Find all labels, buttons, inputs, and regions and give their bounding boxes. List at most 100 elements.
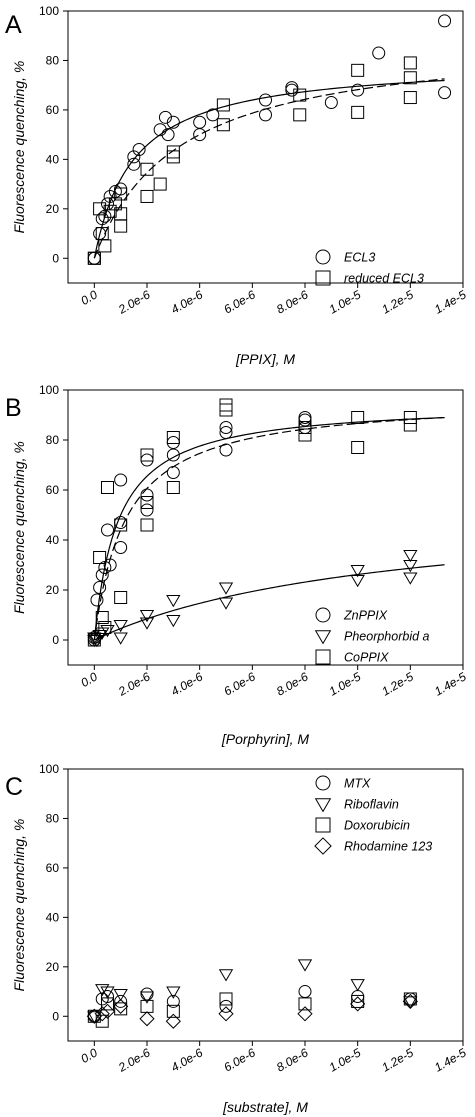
data-point-reduced-ecl3 [98,239,112,253]
legend-label-rhodamine-123: Rhodamine 123 [344,840,432,854]
y-tick-label: 40 [46,533,60,547]
x-tick-label: 6.0e-6 [221,669,258,698]
data-point-rhodamine-123 [165,1013,181,1029]
fit-curve-reduced-ecl3 [93,78,445,259]
y-tick-label: 100 [39,762,59,776]
data-point-pheorphorbid-a [350,565,365,578]
data-point-riboflavin [87,1011,102,1024]
x-tick-label: 2.0e-6 [115,1045,153,1075]
y-tick-label: 80 [46,811,60,825]
data-point-ecl3 [438,14,452,28]
panel-letter: B [5,394,22,422]
y-tick-label: 40 [46,152,60,166]
data-point-znppix [103,558,117,572]
data-point-rhodamine-123 [113,998,129,1014]
data-point-pheorphorbid-a [218,597,234,610]
x-tick-label: 0.0 [78,1045,100,1066]
data-point-ecl3 [206,108,220,122]
chart-panel-c: C 0 20 40 60 80 100 0.0 2.0e-6 4.0e-6 6.0e-6 8.0e-6… [5,762,469,1115]
data-point-riboflavin [350,979,365,992]
legend-label-reduced-ecl3: reduced ECL3 [344,272,424,286]
x-tick-label: 1.2e-5 [379,669,416,698]
y-tick-label: 80 [46,433,60,447]
x-tick-label: 8.0e-6 [274,287,311,316]
data-point-znppix [114,516,128,529]
data-point-reduced-ecl3 [114,187,128,201]
data-point-riboflavin [100,986,115,999]
data-point-doxorubicin [219,992,233,1006]
legend-label-mtx: MTX [344,777,371,791]
data-point-reduced-ecl3 [108,197,122,211]
data-point-pheorphorbid-a [92,630,107,643]
data-point-znppix [298,411,312,424]
data-point-znppix [219,421,233,434]
data-point-coppix [95,611,109,624]
data-point-doxorubicin [351,994,365,1008]
data-point-doxorubicin [101,997,114,1011]
x-tick-label: 1.4e-5 [432,1045,469,1074]
data-point-reduced-ecl3 [216,118,230,132]
data-point-reduced-ecl3 [114,207,128,221]
data-point-ecl3 [103,189,117,203]
chart-panel-b: B 0 20 40 60 80 100 0.0 2.0e-6 4.0e-6 6.0e-6 8.0e-6… [5,383,469,747]
data-point-mtx [298,985,312,999]
data-point-coppix [219,398,233,412]
data-point-riboflavin [297,959,313,972]
y-tick-label: 100 [39,383,59,397]
legend-label-ecl3: ECL3 [344,251,375,265]
data-point-ecl3 [98,209,112,223]
data-point-rhodamine-123 [218,1006,234,1022]
data-point-coppix [98,621,112,634]
x-tick-label: 4.0e-6 [169,669,206,698]
fit-curve-znppix [93,416,445,641]
x-tick-label: 4.0e-6 [169,1045,206,1074]
data-point-znppix [101,523,114,537]
x-tick-label: 1.4e-5 [432,669,469,698]
data-point-rhodamine-123 [297,1006,313,1022]
data-point-pheorphorbid-a [403,550,418,563]
data-point-reduced-ecl3 [216,98,230,112]
x-tick-label: 1.0e-5 [327,287,364,316]
data-point-reduced-ecl3 [114,219,128,233]
data-point-ecl3 [259,108,272,122]
data-point-znppix [90,593,104,607]
data-point-riboflavin [139,991,155,1004]
data-point-ecl3 [438,86,452,100]
x-tick-label: 1.0e-5 [327,669,364,698]
data-point-reduced-ecl3 [140,189,154,203]
data-point-reduced-ecl3 [403,56,417,70]
legend-marker-reduced-ecl3 [315,270,331,286]
data-point-coppix [140,496,154,509]
panel-letter: C [5,773,23,801]
x-tick-label: 2.0e-6 [115,287,153,317]
data-point-reduced-ecl3 [153,177,167,191]
data-point-ecl3 [193,128,207,142]
legend-marker-pheorphorbid-a [314,630,332,645]
data-point-coppix [351,441,365,454]
x-tick-label: 0.0 [78,287,100,308]
legend-label-doxorubicin: Doxorubicin [344,819,410,833]
data-point-rhodamine-123 [86,1008,102,1024]
legend-marker-rhodamine-123 [314,837,332,855]
data-point-rhodamine-123 [139,1011,155,1027]
legend-marker-doxorubicin [315,817,331,833]
data-point-reduced-ecl3 [140,162,154,176]
data-point-riboflavin [218,969,234,982]
data-point-coppix [101,481,114,494]
x-tick-label: 6.0e-6 [221,287,258,316]
data-point-doxorubicin [403,992,417,1006]
y-tick-label: 20 [46,583,60,597]
data-point-mtx [101,989,114,1003]
data-point-ecl3 [87,251,101,265]
x-tick-label: 4.0e-6 [169,287,206,316]
plot-frame [67,10,464,284]
data-point-riboflavin [113,989,128,1002]
data-point-ecl3 [285,83,299,97]
y-tick-label: 0 [52,1009,59,1023]
data-point-coppix [403,411,417,424]
data-point-reduced-ecl3 [93,202,107,216]
data-point-coppix [140,518,154,532]
data-point-coppix [351,411,365,424]
data-point-znppix [93,581,107,594]
y-axis-label: Fluorescence quenching, % [11,819,27,992]
